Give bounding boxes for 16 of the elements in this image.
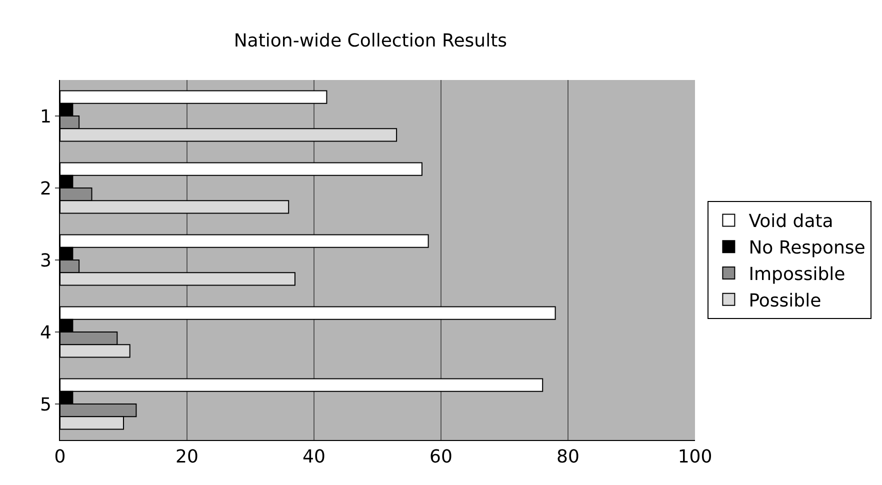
x-tick-label: 100: [678, 446, 712, 468]
y-tick-label: 1: [40, 106, 52, 128]
legend-label: Impossible: [748, 264, 846, 286]
y-tick-label: 4: [40, 322, 52, 344]
x-tick-label: 60: [430, 446, 452, 468]
x-tick-label: 0: [54, 446, 66, 468]
legend-label: No Response: [748, 238, 866, 259]
x-tick-label: 80: [556, 446, 580, 468]
x-tick-label: 20: [176, 446, 198, 468]
legend-label: Void data: [748, 211, 834, 232]
y-tick-label: 5: [40, 394, 52, 416]
y-tick-label: 3: [40, 250, 52, 272]
legend-label: Possible: [748, 290, 822, 312]
x-tick-label: 40: [302, 446, 326, 468]
y-tick-label: 2: [40, 178, 52, 200]
chart-title: Nation-wide Collection Results: [234, 30, 508, 52]
